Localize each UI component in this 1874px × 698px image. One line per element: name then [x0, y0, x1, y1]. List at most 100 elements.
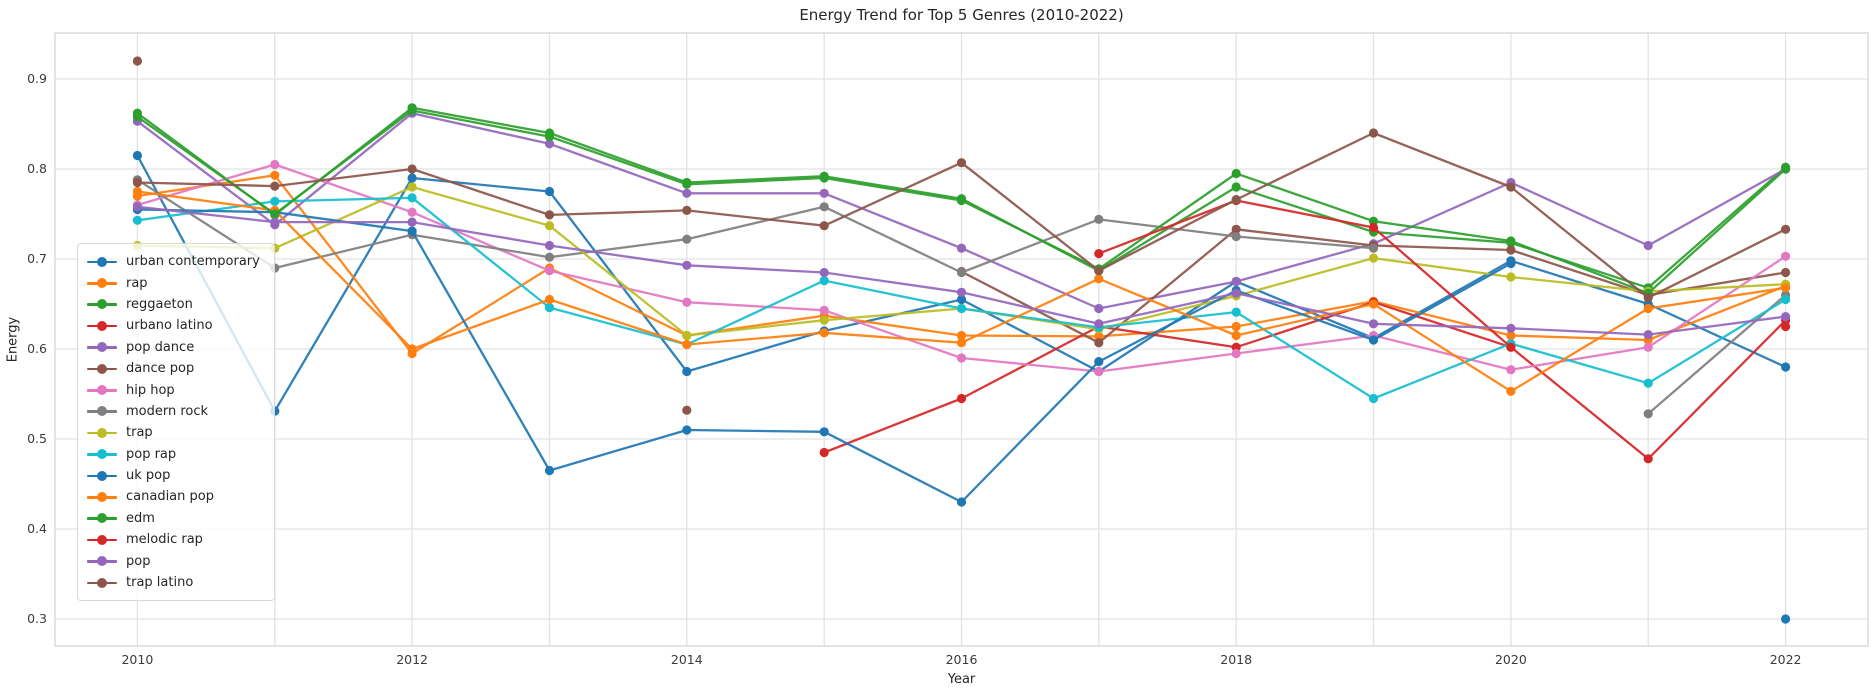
- data-point: [682, 425, 692, 435]
- data-point: [270, 196, 280, 206]
- legend-label: melodic rap: [126, 532, 203, 548]
- data-point: [1506, 330, 1516, 341]
- data-point: [682, 330, 692, 341]
- data-point: [682, 188, 692, 198]
- data-point: [819, 447, 829, 458]
- series-line: [1098, 199, 1512, 349]
- data-point: [1094, 357, 1104, 367]
- y-tick-label: 0.9: [27, 71, 47, 86]
- legend-item: pop dance: [87, 337, 264, 358]
- data-point: [956, 294, 967, 305]
- legend-label: trap: [126, 425, 153, 441]
- data-point: [1781, 321, 1791, 332]
- legend-item: urbano latino: [87, 315, 264, 336]
- legend-marker: [87, 427, 117, 438]
- data-point: [1643, 293, 1653, 303]
- legend-item: hip hop: [87, 379, 264, 400]
- data-point: [956, 353, 967, 363]
- legend-item: modern rock: [87, 401, 264, 422]
- data-point: [956, 287, 967, 297]
- data-point: [1506, 182, 1516, 192]
- legend-marker: [87, 491, 117, 502]
- x-tick-label: 2014: [671, 652, 703, 667]
- legend-item: canadian pop: [87, 486, 264, 507]
- data-point: [270, 170, 280, 180]
- data-point: [956, 393, 967, 404]
- data-point: [956, 158, 967, 168]
- data-point: [1094, 266, 1104, 276]
- data-point: [819, 276, 829, 286]
- data-point: [819, 427, 829, 437]
- legend-marker: [87, 342, 117, 353]
- data-point: [132, 150, 142, 161]
- legend-marker: [87, 470, 117, 481]
- data-point: [1506, 272, 1516, 282]
- legend-item: pop: [87, 550, 264, 571]
- data-point: [1231, 348, 1241, 359]
- data-point: [407, 105, 417, 116]
- data-point: [544, 139, 555, 149]
- plot-border: [54, 32, 1869, 647]
- data-point: [132, 186, 142, 197]
- data-point: [1231, 182, 1241, 192]
- data-point: [956, 338, 967, 348]
- data-point: [1643, 330, 1653, 340]
- series-line: [1647, 294, 1787, 415]
- y-tick-label: 0.4: [27, 521, 47, 536]
- legend-label: pop dance: [126, 339, 195, 355]
- data-point: [1368, 216, 1379, 226]
- data-point: [270, 209, 280, 219]
- legend-label: rap: [126, 275, 148, 291]
- data-point: [132, 112, 142, 122]
- data-point: [1368, 243, 1379, 253]
- data-point: [132, 177, 142, 188]
- data-point: [1231, 195, 1241, 205]
- x-tick-label: 2016: [946, 652, 978, 667]
- data-point: [819, 328, 829, 338]
- data-point: [132, 56, 142, 66]
- legend-label: hip hop: [126, 382, 175, 398]
- data-point: [682, 234, 692, 244]
- legend-marker: [87, 534, 117, 545]
- legend-item: pop rap: [87, 444, 264, 465]
- data-point: [956, 497, 967, 507]
- legend-item: urban contemporary: [87, 251, 264, 272]
- y-tick-label: 0.8: [27, 161, 47, 176]
- chart-title: Energy Trend for Top 5 Genres (2010-2022…: [799, 6, 1124, 24]
- data-point: [1781, 294, 1791, 305]
- data-point: [1094, 319, 1104, 329]
- data-point: [1643, 342, 1653, 352]
- data-point: [407, 207, 417, 217]
- data-point: [544, 303, 555, 313]
- data-point: [1643, 409, 1653, 419]
- legend-label: modern rock: [126, 403, 209, 419]
- legend-marker: [87, 256, 117, 267]
- data-point: [1368, 222, 1379, 233]
- data-point: [819, 173, 829, 183]
- data-point: [1231, 342, 1241, 352]
- data-point: [1781, 251, 1791, 261]
- x-tick-label: 2010: [121, 652, 153, 667]
- legend-item: trap latino: [87, 572, 264, 593]
- data-point: [1094, 303, 1104, 314]
- legend-label: pop rap: [126, 446, 177, 462]
- data-point: [407, 193, 417, 203]
- legend-label: urbano latino: [126, 318, 213, 334]
- data-point: [956, 195, 967, 206]
- data-point: [1781, 283, 1791, 293]
- data-point: [956, 303, 967, 314]
- data-point: [1781, 267, 1791, 278]
- y-tick-label: 0.5: [27, 431, 47, 446]
- data-point: [270, 181, 280, 191]
- data-point: [1781, 614, 1791, 624]
- legend-label: canadian pop: [126, 489, 214, 505]
- legend-marker: [87, 320, 117, 331]
- y-tick-label: 0.6: [27, 341, 47, 356]
- data-point: [1781, 362, 1791, 372]
- data-point: [1643, 240, 1653, 251]
- data-point: [1506, 365, 1516, 375]
- legend-item: rap: [87, 272, 264, 293]
- data-point: [544, 266, 555, 276]
- data-point: [819, 267, 829, 278]
